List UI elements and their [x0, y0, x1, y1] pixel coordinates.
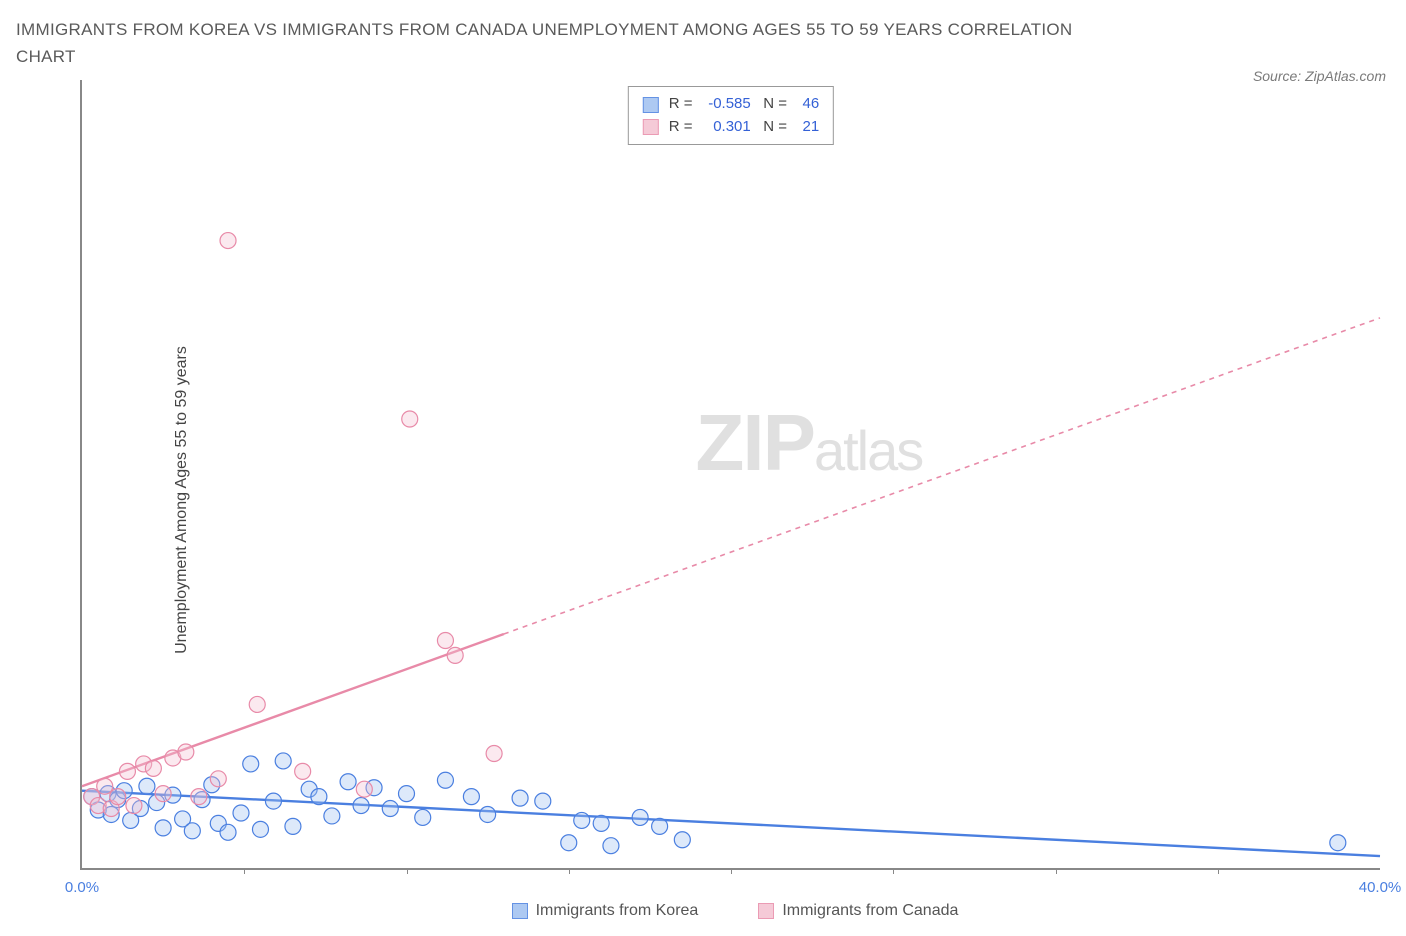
- legend-stats-canada: R = 0.301 N = 21: [669, 116, 819, 139]
- x-tick-mark: [407, 868, 408, 874]
- chart-container: Unemployment Among Ages 55 to 59 years Z…: [16, 80, 1390, 920]
- x-tick-mark: [893, 868, 894, 874]
- y-tick-label: 12.5%: [1390, 674, 1406, 691]
- chart-title: IMMIGRANTS FROM KOREA VS IMMIGRANTS FROM…: [16, 16, 1116, 70]
- legend-swatch-canada-bottom: [758, 903, 774, 919]
- legend-label-canada: Immigrants from Canada: [782, 902, 958, 920]
- plot-area: ZIPatlas R = -0.585 N = 46 R = 0.301 N =: [80, 80, 1380, 870]
- x-tick-mark: [731, 868, 732, 874]
- legend-label-korea: Immigrants from Korea: [536, 902, 699, 920]
- legend-swatch-korea: [643, 97, 659, 113]
- legend-swatch-canada: [643, 119, 659, 135]
- watermark-bold: ZIP: [696, 398, 814, 487]
- x-tick-mark: [1056, 868, 1057, 874]
- x-tick-label: 0.0%: [65, 879, 99, 896]
- legend-item-korea[interactable]: Immigrants from Korea: [512, 902, 699, 920]
- legend-stats-row-canada: R = 0.301 N = 21: [643, 116, 819, 139]
- x-tick-mark: [244, 868, 245, 874]
- y-tick-label: 50.0%: [1390, 116, 1406, 133]
- x-tick-mark: [569, 868, 570, 874]
- y-tick-label: 25.0%: [1390, 488, 1406, 505]
- legend-stats-row-korea: R = -0.585 N = 46: [643, 93, 819, 116]
- legend-item-canada[interactable]: Immigrants from Canada: [758, 902, 958, 920]
- legend-stats-korea: R = -0.585 N = 46: [669, 93, 819, 116]
- legend-stats-box: R = -0.585 N = 46 R = 0.301 N = 21: [628, 86, 834, 145]
- legend-bottom: Immigrants from Korea Immigrants from Ca…: [80, 902, 1390, 920]
- watermark: ZIPatlas: [696, 397, 923, 489]
- x-tick-mark: [1218, 868, 1219, 874]
- y-tick-label: 37.5%: [1390, 302, 1406, 319]
- x-tick-label: 40.0%: [1359, 879, 1402, 896]
- legend-swatch-korea-bottom: [512, 903, 528, 919]
- watermark-light: atlas: [814, 419, 922, 482]
